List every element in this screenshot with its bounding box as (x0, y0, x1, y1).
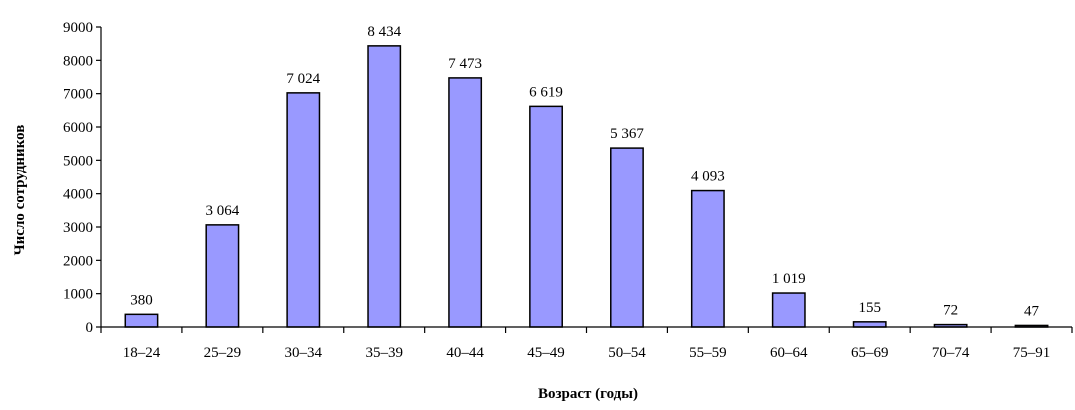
data-label: 72 (943, 303, 958, 319)
data-label: 380 (130, 292, 153, 308)
data-label: 3 064 (206, 203, 240, 219)
bar (448, 77, 483, 328)
bar (286, 92, 321, 328)
data-label: 47 (1024, 303, 1040, 319)
data-label: 155 (858, 300, 881, 316)
x-axis-title: Возраст (годы) (538, 386, 638, 402)
x-tick-label: 60–64 (770, 345, 808, 361)
y-axis: 0 1000 2000 3000 4000 5000 6000 7000 8000 9000 (63, 20, 101, 336)
bar (529, 105, 563, 328)
x-tick-label: 18–24 (123, 345, 161, 361)
y-tick-label: 7000 (63, 87, 93, 103)
x-tick-label: 45–49 (527, 345, 565, 361)
data-label: 5 367 (610, 126, 644, 142)
data-label: 1 019 (772, 271, 806, 287)
x-axis: 18–24 25–29 30–34 35–39 40–44 45–49 50–54 55–59… (100, 327, 1073, 361)
x-tick-label: 70–74 (932, 345, 970, 361)
bar (690, 189, 725, 328)
x-tick-label: 55–59 (689, 345, 727, 361)
bar (610, 147, 644, 328)
y-tick-label: 8000 (63, 53, 93, 69)
x-tick-label: 25–29 (204, 345, 242, 361)
y-tick-label: 3000 (63, 220, 93, 236)
x-tick-label: 50–54 (608, 345, 646, 361)
data-label: 4 093 (691, 169, 725, 185)
y-tick-label: 1000 (63, 287, 93, 303)
x-tick-label: 65–69 (851, 345, 889, 361)
bar (124, 313, 159, 328)
bar (771, 292, 806, 328)
x-tick-label: 30–34 (285, 345, 323, 361)
x-tick-label: 75–91 (1013, 345, 1051, 361)
bar (205, 224, 240, 328)
bar (852, 321, 887, 328)
y-tick-label: 6000 (63, 120, 93, 136)
bars: 380 3 064 7 024 8 434 7 473 6 619 5 367 4 093 1 … (124, 24, 1049, 328)
y-tick-label: 9000 (63, 20, 93, 36)
y-tick-label: 5000 (63, 153, 93, 169)
y-axis-title: Число сотрудников (12, 125, 28, 256)
data-label: 7 473 (448, 56, 482, 72)
data-label: 8 434 (367, 24, 401, 40)
y-tick-label: 0 (86, 320, 94, 336)
y-tick-label: 4000 (63, 187, 93, 203)
x-tick-label: 35–39 (365, 345, 403, 361)
data-label: 6 619 (529, 84, 563, 100)
data-label: 7 024 (286, 71, 320, 87)
bar (367, 45, 402, 328)
x-tick-label: 40–44 (446, 345, 484, 361)
y-tick-label: 2000 (63, 253, 93, 269)
